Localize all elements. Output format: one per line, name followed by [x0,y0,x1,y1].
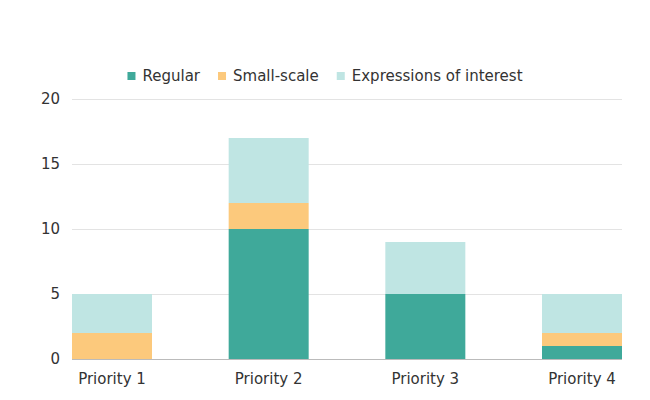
y-tick-label: 0 [50,350,60,368]
bar-segment [229,138,309,203]
bar-segment [542,294,622,333]
bars [72,138,622,359]
y-tick-label: 10 [41,220,60,238]
grid: 0 5 10 15 20 [41,90,622,368]
legend: Regular Small-scale Expressions of interes… [127,67,522,85]
grid-line [72,164,622,165]
legend-label: Expressions of interest [352,67,523,85]
bar-segment [72,294,152,333]
legend-label: Regular [142,67,200,85]
legend-swatch [337,72,345,80]
bar-segment [385,294,465,359]
x-tick-label: Priority 1 [78,370,146,388]
legend-swatch [127,72,135,80]
bar-segment [542,346,622,359]
y-tick-label: 15 [41,155,60,173]
grid-line [72,229,622,230]
legend-swatch [218,72,226,80]
bar-segment [229,229,309,359]
x-tick-label: Priority 3 [391,370,459,388]
chart-svg: 05101520Priority 1Priority 2Priority 3Pr… [0,0,650,400]
y-tick-label: 20 [41,90,60,108]
y-tick-label: 5 [50,285,60,303]
legend-label: Small-scale [233,67,319,85]
grid-line [72,359,622,360]
bar-segment [542,333,622,346]
grid-line [72,294,622,295]
grid-line [72,99,622,100]
bar-segment [385,242,465,294]
bar-segment [229,203,309,229]
x-tick-label: Priority 4 [548,370,616,388]
x-axis: Priority 1 Priority 2 Priority 3 Priority 4 [78,370,616,388]
x-tick-label: Priority 2 [235,370,303,388]
chart-container: 05101520Priority 1Priority 2Priority 3Pr… [0,0,650,400]
bar-segment [72,333,152,359]
